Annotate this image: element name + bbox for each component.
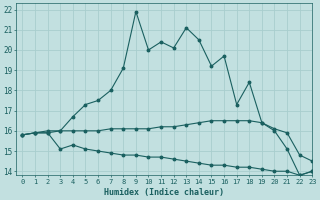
X-axis label: Humidex (Indice chaleur): Humidex (Indice chaleur) [104, 188, 224, 197]
